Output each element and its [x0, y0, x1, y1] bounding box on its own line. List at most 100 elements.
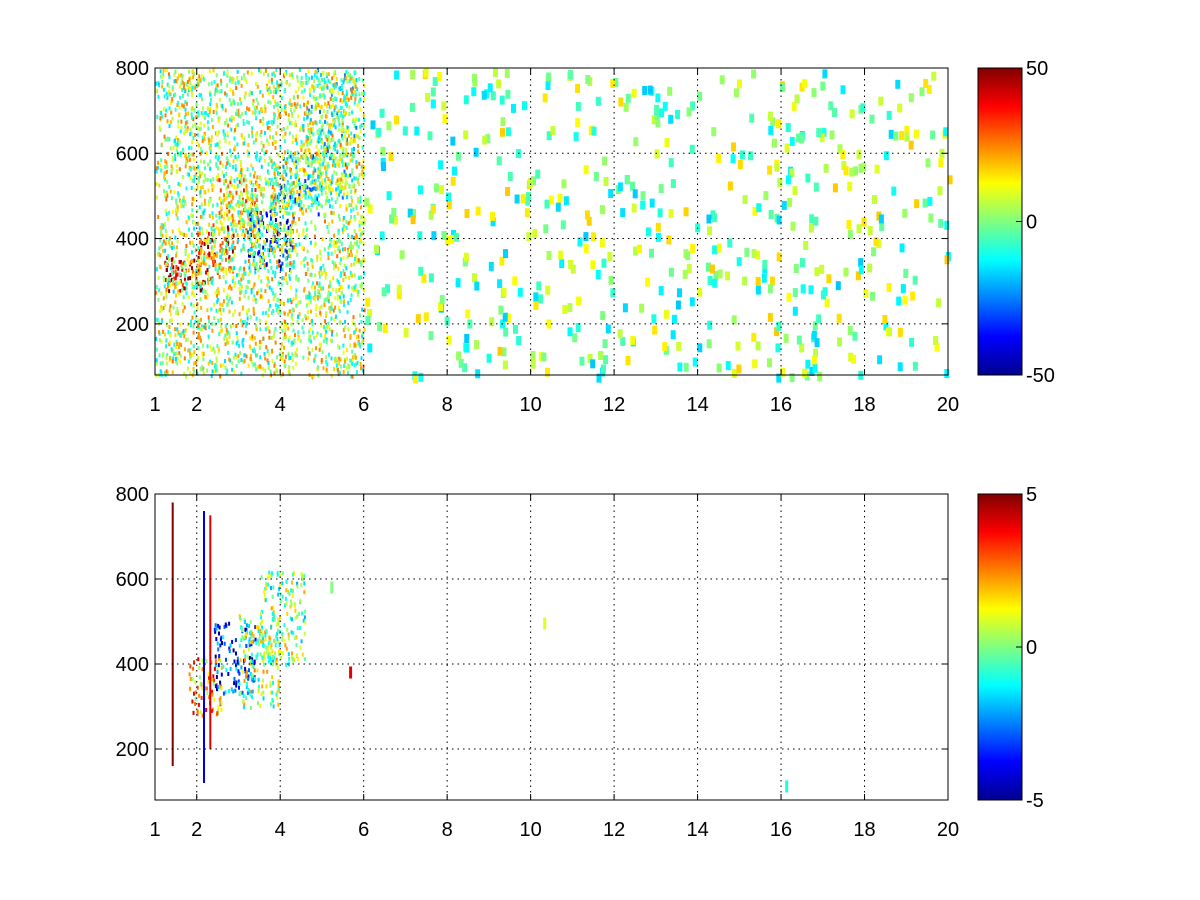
top-heatmap-cell [232, 233, 235, 238]
bottom-heatmap-point [330, 581, 334, 594]
top-heatmap-cell [187, 322, 189, 327]
top-heatmap-cell [301, 245, 304, 250]
top-heatmap-cell [188, 172, 190, 177]
top-heatmap-cell [282, 193, 285, 198]
top-heatmap-cell [202, 281, 205, 286]
bottom-heatmap-cell [260, 633, 263, 638]
top-heatmap-cell [360, 285, 363, 290]
top-heatmap-cell [174, 79, 177, 83]
top-heatmap-cell [208, 146, 211, 151]
top-heatmap-cell [178, 105, 181, 110]
top-heatmap-cell [284, 237, 287, 242]
bottom-heatmap-cell [260, 575, 263, 580]
top-heatmap-cell [363, 84, 366, 89]
top-heatmap-cell [832, 183, 838, 193]
top-heatmap-cell [337, 361, 340, 366]
top-heatmap-cell [276, 237, 279, 242]
top-heatmap-cell [362, 164, 365, 169]
bottom-heatmap-cell [304, 609, 307, 614]
top-heatmap-cell [204, 323, 207, 328]
top-heatmap-cell [165, 356, 168, 361]
top-heatmap-cell [335, 82, 338, 87]
top-heatmap-cell [268, 91, 270, 96]
top-heatmap-cell [338, 86, 341, 91]
top-heatmap-cell [201, 215, 204, 219]
top-heatmap-cell [335, 143, 338, 148]
top-heatmap-cell [295, 134, 298, 139]
top-heatmap-cell [232, 77, 235, 82]
bottom-heatmap-cell [233, 681, 236, 686]
top-heatmap-cell [191, 208, 194, 213]
bottom-heatmap-cell [272, 659, 275, 664]
top-heatmap-cell [272, 296, 275, 301]
top-heatmap-cell [236, 102, 239, 106]
top-heatmap-cell [305, 294, 308, 299]
top-heatmap-cell [250, 193, 252, 198]
top-heatmap-cell [190, 131, 193, 136]
top-heatmap-cell [823, 163, 829, 173]
top-heatmap-cell [345, 147, 348, 152]
bottom-heatmap-cell [193, 691, 195, 696]
top-heatmap-cell [832, 108, 837, 117]
top-heatmap-cell [182, 308, 185, 313]
top-heatmap-cell [877, 355, 883, 365]
top-heatmap-cell [323, 94, 326, 99]
top-heatmap-cell [319, 138, 322, 143]
top-heatmap-cell [184, 263, 187, 268]
top-heatmap-cell [203, 133, 205, 138]
top-heatmap-cell [230, 286, 233, 291]
top-heatmap-cell [605, 324, 611, 334]
top-heatmap-cell [224, 359, 226, 363]
top-heatmap-cell [320, 358, 323, 362]
top-heatmap-cell [319, 310, 322, 315]
top-heatmap-cell [306, 294, 309, 299]
top-heatmap-cell [225, 267, 228, 272]
top-heatmap-cell [355, 327, 358, 332]
top-heatmap-cell [204, 326, 207, 331]
top-heatmap-cell [222, 363, 225, 368]
top-heatmap-cell [363, 327, 366, 332]
top-heatmap-cell [282, 190, 285, 195]
top-heatmap-cell [165, 290, 167, 295]
top-heatmap-cell [226, 250, 229, 255]
bottom-heatmap-cell [242, 649, 245, 654]
top-heatmap-cell [175, 281, 178, 286]
top-heatmap-cell [455, 151, 461, 161]
top-heatmap-cell [254, 204, 257, 209]
top-heatmap-cell [198, 169, 201, 174]
top-heatmap-cell [201, 287, 203, 292]
top-heatmap-cell [209, 92, 211, 97]
top-heatmap-cell [291, 358, 294, 363]
top-heatmap-cell [314, 155, 317, 160]
bottom-x-tick-label: 6 [358, 819, 369, 841]
top-heatmap-cell [352, 288, 355, 293]
top-heatmap-cell [912, 275, 918, 285]
bottom-heatmap-cell [191, 699, 194, 704]
top-heatmap-cell [221, 258, 224, 262]
top-heatmap-cell [314, 178, 317, 183]
top-heatmap-cell [279, 267, 282, 272]
top-heatmap-cell [238, 312, 241, 317]
top-heatmap-cell [208, 255, 211, 260]
top-heatmap-cell [200, 365, 203, 370]
top-heatmap-cell [330, 156, 333, 161]
top-heatmap-cell [304, 183, 307, 188]
top-heatmap-cell [327, 299, 330, 304]
top-heatmap-cell [353, 71, 356, 76]
top-heatmap-cell [241, 341, 244, 346]
top-heatmap-cell [236, 122, 239, 127]
top-heatmap-cell [155, 267, 158, 272]
top-heatmap-cell [196, 302, 199, 307]
top-heatmap-cell [213, 92, 216, 97]
top-heatmap-cell [207, 202, 210, 207]
top-heatmap-cell [498, 305, 504, 315]
top-heatmap-cell [316, 83, 319, 88]
top-heatmap-cell [244, 207, 246, 212]
bottom-heatmap-cell [238, 643, 241, 648]
top-heatmap-cell [158, 353, 161, 358]
top-heatmap-cell [333, 317, 336, 322]
bottom-heatmap-cell [251, 631, 254, 636]
top-heatmap-cell [317, 103, 320, 108]
top-heatmap-cell [359, 124, 362, 129]
top-heatmap-cell [246, 120, 249, 125]
